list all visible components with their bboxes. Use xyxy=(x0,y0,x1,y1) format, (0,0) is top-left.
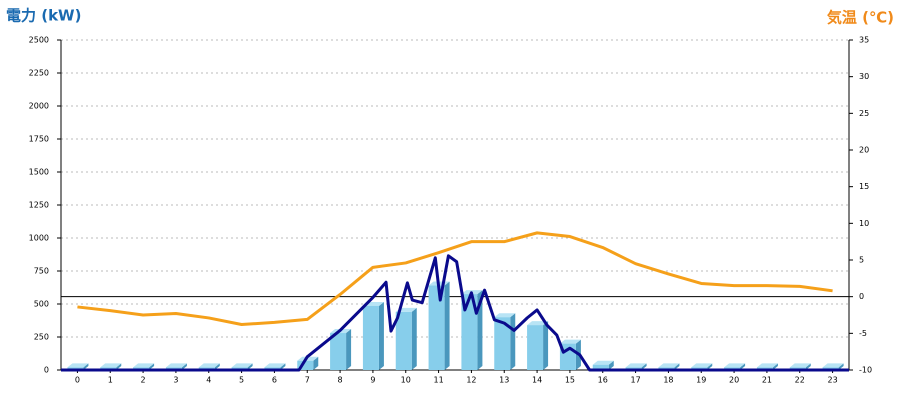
bar-top xyxy=(264,363,286,368)
bar-top xyxy=(198,363,220,368)
y-tick-label: 2500 xyxy=(29,36,49,45)
x-tick-label: 15 xyxy=(565,376,575,385)
line xyxy=(77,231,833,327)
bar-top xyxy=(165,363,187,368)
x-tick-label: 19 xyxy=(696,376,706,385)
bar-side xyxy=(280,363,286,370)
x-tick-label: 8 xyxy=(338,376,343,385)
y2-tick-label: 25 xyxy=(859,109,869,118)
x-tick-label: 6 xyxy=(272,376,277,385)
bar-side xyxy=(411,307,417,370)
y2-tick-label: 0 xyxy=(859,292,864,301)
bar-side xyxy=(214,363,220,370)
x-tick-label: 2 xyxy=(141,376,146,385)
y2-axis-title: 気温 (℃) xyxy=(827,9,894,27)
bar-side xyxy=(444,281,450,370)
y2-tick-label: 5 xyxy=(859,256,864,265)
bar xyxy=(592,364,609,370)
bar-side xyxy=(641,363,647,370)
bar-top xyxy=(625,363,647,368)
bar xyxy=(527,325,544,370)
y-tick-label: 2250 xyxy=(29,69,49,78)
x-tick-label: 12 xyxy=(466,376,476,385)
bar-top xyxy=(756,363,778,368)
x-tick-label: 5 xyxy=(239,376,244,385)
x-tick-label: 23 xyxy=(827,376,837,385)
y-tick-label: 1250 xyxy=(29,201,49,210)
bar-top xyxy=(494,313,516,318)
x-tick-label: 17 xyxy=(630,376,640,385)
bar-side xyxy=(608,360,614,370)
y2-tick-label: -10 xyxy=(859,366,872,375)
bar-side xyxy=(740,363,746,370)
x-tick-label: 0 xyxy=(75,376,80,385)
x-tick-label: 9 xyxy=(370,376,375,385)
bar-top xyxy=(559,339,581,344)
x-tick-label: 11 xyxy=(433,376,443,385)
x-tick-label: 18 xyxy=(663,376,673,385)
bar-side xyxy=(346,329,352,370)
x-tick-label: 3 xyxy=(173,376,178,385)
bar xyxy=(461,294,478,370)
x-tick-label: 16 xyxy=(598,376,608,385)
y2-tick-label: 15 xyxy=(859,182,869,191)
x-tick-label: 1 xyxy=(108,376,113,385)
bar-side xyxy=(805,363,811,370)
bar xyxy=(330,333,347,370)
y-tick-label: 500 xyxy=(34,300,49,309)
bar xyxy=(428,285,445,370)
y2-tick-label: 30 xyxy=(859,72,869,81)
bar-top xyxy=(231,363,253,368)
bar-top xyxy=(67,363,89,368)
y-tick-label: 250 xyxy=(34,333,49,342)
bar-top xyxy=(658,363,680,368)
bar-side xyxy=(313,356,319,370)
bar-top xyxy=(527,321,549,326)
bar-side xyxy=(149,363,155,370)
bar xyxy=(362,305,379,370)
bar-side xyxy=(510,313,516,370)
x-tick-label: 10 xyxy=(401,376,411,385)
bar xyxy=(494,317,511,370)
x-tick-label: 14 xyxy=(532,376,542,385)
bar-side xyxy=(707,363,713,370)
line xyxy=(61,254,849,372)
y-tick-label: 2000 xyxy=(29,102,49,111)
bar-side xyxy=(116,363,122,370)
bar-top xyxy=(691,363,713,368)
bar xyxy=(297,360,314,370)
x-tick-label: 13 xyxy=(499,376,509,385)
bar xyxy=(395,311,412,370)
y2-tick-label: 35 xyxy=(859,36,869,45)
bar-side xyxy=(674,363,680,370)
y2-tick-label: 10 xyxy=(859,219,869,228)
y-tick-label: 1500 xyxy=(29,168,49,177)
y-tick-label: 0 xyxy=(44,366,49,375)
bar-side xyxy=(378,301,384,370)
y-axis-title: 電力 (kW) xyxy=(6,7,81,25)
bar-side xyxy=(247,363,253,370)
y-tick-label: 1750 xyxy=(29,135,49,144)
bar-top xyxy=(133,363,155,368)
bar-side xyxy=(543,321,549,370)
x-tick-label: 22 xyxy=(795,376,805,385)
bar-top xyxy=(592,360,614,365)
y2-tick-label: 20 xyxy=(859,146,869,155)
bar-top xyxy=(724,363,746,368)
y2-tick-label: -5 xyxy=(859,329,867,338)
bar-top xyxy=(789,363,811,368)
bar-top xyxy=(822,363,844,368)
x-tick-label: 20 xyxy=(729,376,739,385)
bar-side xyxy=(838,363,844,370)
y-tick-label: 750 xyxy=(34,267,49,276)
x-tick-label: 7 xyxy=(305,376,310,385)
bar-top xyxy=(100,363,122,368)
y-tick-label: 1000 xyxy=(29,234,49,243)
x-tick-label: 4 xyxy=(206,376,211,385)
bar-side xyxy=(83,363,89,370)
bar-side xyxy=(181,363,187,370)
x-tick-label: 21 xyxy=(762,376,772,385)
bar-side xyxy=(772,363,778,370)
